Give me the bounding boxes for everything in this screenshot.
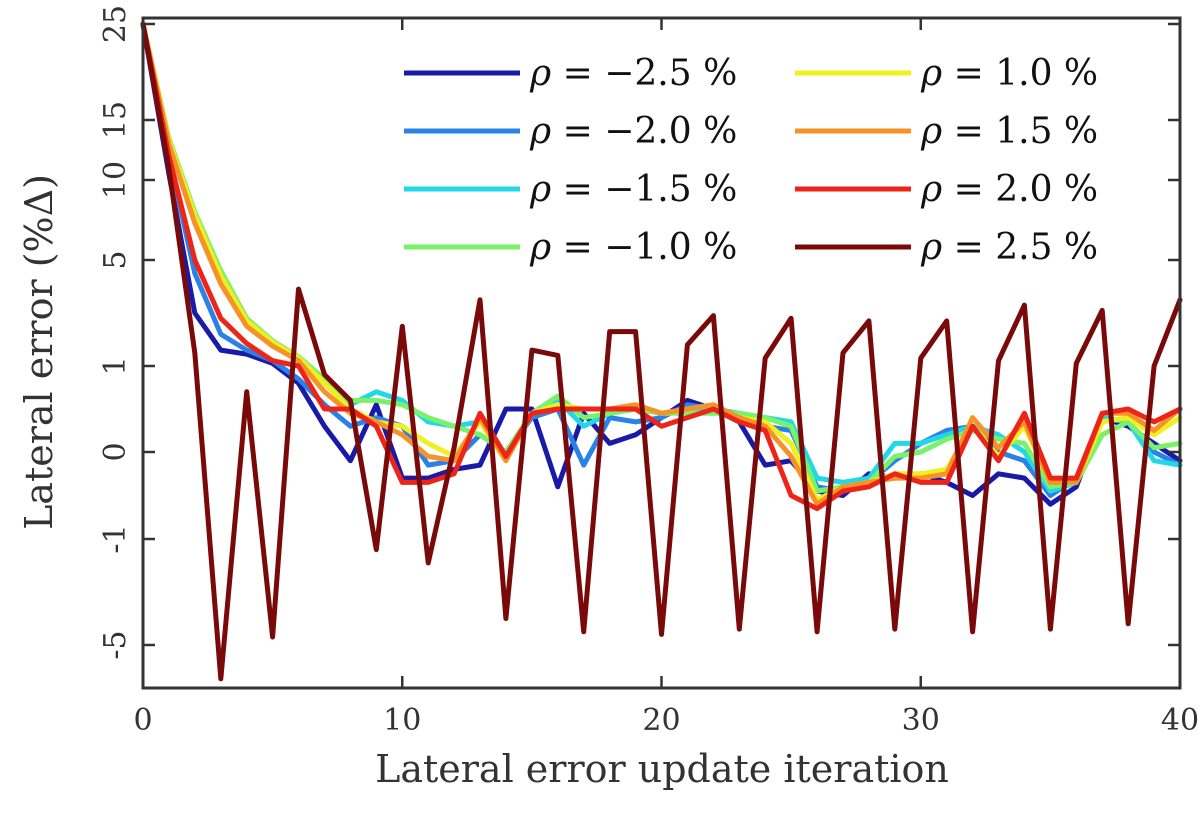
legend-label-5: ρ = 1.5 % <box>920 111 1098 152</box>
chart-legend: ρ = −2.5 % ρ = −2.0 % ρ = −1.5 % ρ = −1.0 %… <box>404 53 1098 268</box>
legend-label-6: ρ = 2.0 % <box>920 169 1098 210</box>
x-tick-label: 30 <box>902 703 940 738</box>
y-tick-label: 0 <box>98 442 133 461</box>
x-tick-label: 0 <box>133 703 152 738</box>
x-tick-label: 40 <box>1161 703 1199 738</box>
chart-marks <box>140 21 1183 682</box>
series-line-5 <box>140 21 1183 507</box>
y-axis-label: Lateral error (%Δ) <box>17 174 61 530</box>
legend-label-7: ρ = 2.5 % <box>920 227 1098 268</box>
y-tick-label: 15 <box>98 101 133 139</box>
y-tick-label: -5 <box>98 630 133 659</box>
legend-label-2: ρ = −1.5 % <box>529 169 737 210</box>
series-line-7 <box>140 21 1183 682</box>
x-tick-label: 10 <box>383 703 421 738</box>
legend-label-4: ρ = 1.0 % <box>920 53 1098 94</box>
x-tick-label: 20 <box>642 703 680 738</box>
x-axis-label: Lateral error update iteration <box>375 747 949 791</box>
y-tick-label: 1 <box>98 356 133 375</box>
y-tick-label: -1 <box>98 524 133 553</box>
y-tick-label: 10 <box>98 161 133 199</box>
legend-label-3: ρ = −1.0 % <box>529 227 737 268</box>
y-tick-label: 25 <box>98 5 133 43</box>
legend-label-0: ρ = −2.5 % <box>529 53 737 94</box>
legend-label-1: ρ = −2.0 % <box>529 111 737 152</box>
series-line-6 <box>140 21 1183 512</box>
y-tick-label: 5 <box>98 250 133 269</box>
